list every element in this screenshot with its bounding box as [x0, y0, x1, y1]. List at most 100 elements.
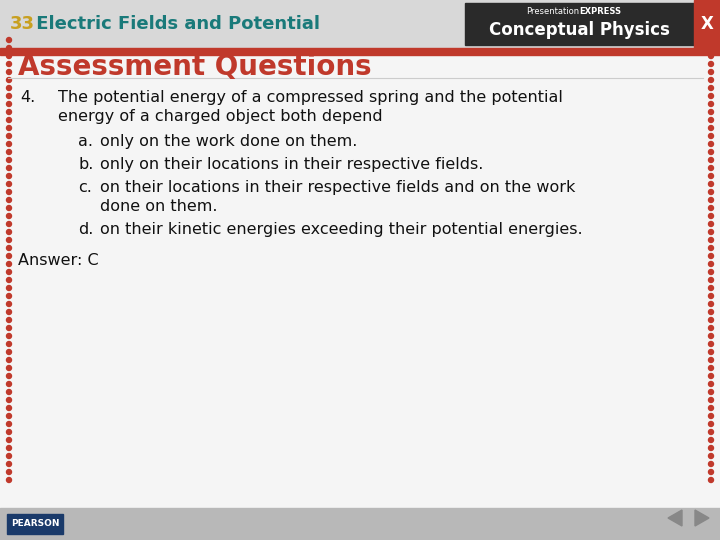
- Circle shape: [708, 326, 714, 330]
- Circle shape: [6, 181, 12, 186]
- Circle shape: [708, 78, 714, 83]
- Circle shape: [6, 37, 12, 43]
- Circle shape: [708, 198, 714, 202]
- Circle shape: [708, 397, 714, 402]
- Circle shape: [708, 62, 714, 66]
- Text: Conceptual Physics: Conceptual Physics: [489, 21, 670, 39]
- Text: X: X: [701, 15, 714, 33]
- Text: Answer: C: Answer: C: [18, 253, 99, 268]
- Text: The potential energy of a compressed spring and the potential: The potential energy of a compressed spr…: [58, 90, 563, 105]
- Circle shape: [6, 261, 12, 267]
- Circle shape: [6, 294, 12, 299]
- Circle shape: [6, 309, 12, 314]
- Circle shape: [708, 462, 714, 467]
- Text: b.: b.: [78, 157, 94, 172]
- Bar: [7, 514, 63, 534]
- Bar: [0, 0, 720, 48]
- Circle shape: [708, 118, 714, 123]
- Circle shape: [6, 118, 12, 123]
- Circle shape: [6, 357, 12, 362]
- Circle shape: [708, 437, 714, 442]
- Text: c.: c.: [78, 180, 92, 195]
- Circle shape: [6, 318, 12, 322]
- Circle shape: [708, 301, 714, 307]
- Circle shape: [708, 158, 714, 163]
- Circle shape: [708, 93, 714, 98]
- Circle shape: [6, 45, 12, 51]
- Circle shape: [708, 334, 714, 339]
- Circle shape: [6, 78, 12, 83]
- Circle shape: [708, 206, 714, 211]
- Circle shape: [6, 286, 12, 291]
- Circle shape: [708, 213, 714, 219]
- Circle shape: [708, 190, 714, 194]
- Circle shape: [6, 406, 12, 410]
- Circle shape: [708, 238, 714, 242]
- Circle shape: [708, 318, 714, 322]
- Text: 33: 33: [10, 15, 35, 33]
- Circle shape: [6, 213, 12, 219]
- Circle shape: [6, 198, 12, 202]
- Circle shape: [708, 269, 714, 274]
- Circle shape: [708, 125, 714, 131]
- Bar: [0, 508, 720, 540]
- Circle shape: [708, 181, 714, 186]
- Circle shape: [6, 374, 12, 379]
- Circle shape: [708, 141, 714, 146]
- Circle shape: [6, 429, 12, 435]
- Circle shape: [708, 37, 714, 43]
- Circle shape: [6, 173, 12, 179]
- Circle shape: [6, 366, 12, 370]
- Circle shape: [6, 446, 12, 450]
- Circle shape: [6, 437, 12, 442]
- Circle shape: [708, 221, 714, 226]
- Text: d.: d.: [78, 222, 94, 237]
- Circle shape: [708, 253, 714, 259]
- Circle shape: [708, 70, 714, 75]
- Circle shape: [6, 158, 12, 163]
- Circle shape: [6, 62, 12, 66]
- Circle shape: [708, 102, 714, 106]
- Circle shape: [6, 477, 12, 483]
- Circle shape: [6, 238, 12, 242]
- Circle shape: [708, 110, 714, 114]
- Circle shape: [6, 53, 12, 58]
- Circle shape: [6, 133, 12, 138]
- Circle shape: [708, 389, 714, 395]
- Circle shape: [6, 93, 12, 98]
- Circle shape: [6, 301, 12, 307]
- Circle shape: [6, 141, 12, 146]
- Circle shape: [708, 349, 714, 354]
- Circle shape: [6, 422, 12, 427]
- Bar: [694, 0, 720, 48]
- Bar: [0, 48, 720, 55]
- Circle shape: [6, 206, 12, 211]
- Circle shape: [708, 406, 714, 410]
- Circle shape: [708, 173, 714, 179]
- Text: EXPRESS: EXPRESS: [580, 6, 621, 16]
- Circle shape: [6, 246, 12, 251]
- Text: Presentation: Presentation: [526, 6, 580, 16]
- Text: only on their locations in their respective fields.: only on their locations in their respect…: [100, 157, 483, 172]
- Circle shape: [708, 381, 714, 387]
- Bar: [465, 3, 694, 45]
- Circle shape: [6, 253, 12, 259]
- Circle shape: [708, 357, 714, 362]
- Circle shape: [6, 102, 12, 106]
- Text: done on them.: done on them.: [100, 199, 217, 214]
- Circle shape: [708, 374, 714, 379]
- Circle shape: [708, 414, 714, 418]
- Circle shape: [708, 309, 714, 314]
- Circle shape: [6, 70, 12, 75]
- Circle shape: [6, 381, 12, 387]
- Circle shape: [708, 133, 714, 138]
- Circle shape: [6, 349, 12, 354]
- Text: only on the work done on them.: only on the work done on them.: [100, 134, 357, 149]
- Circle shape: [6, 454, 12, 458]
- Circle shape: [708, 286, 714, 291]
- Text: energy of a charged object both depend: energy of a charged object both depend: [58, 109, 382, 124]
- Circle shape: [6, 334, 12, 339]
- Circle shape: [6, 110, 12, 114]
- Text: PEARSON: PEARSON: [11, 519, 59, 529]
- Circle shape: [708, 446, 714, 450]
